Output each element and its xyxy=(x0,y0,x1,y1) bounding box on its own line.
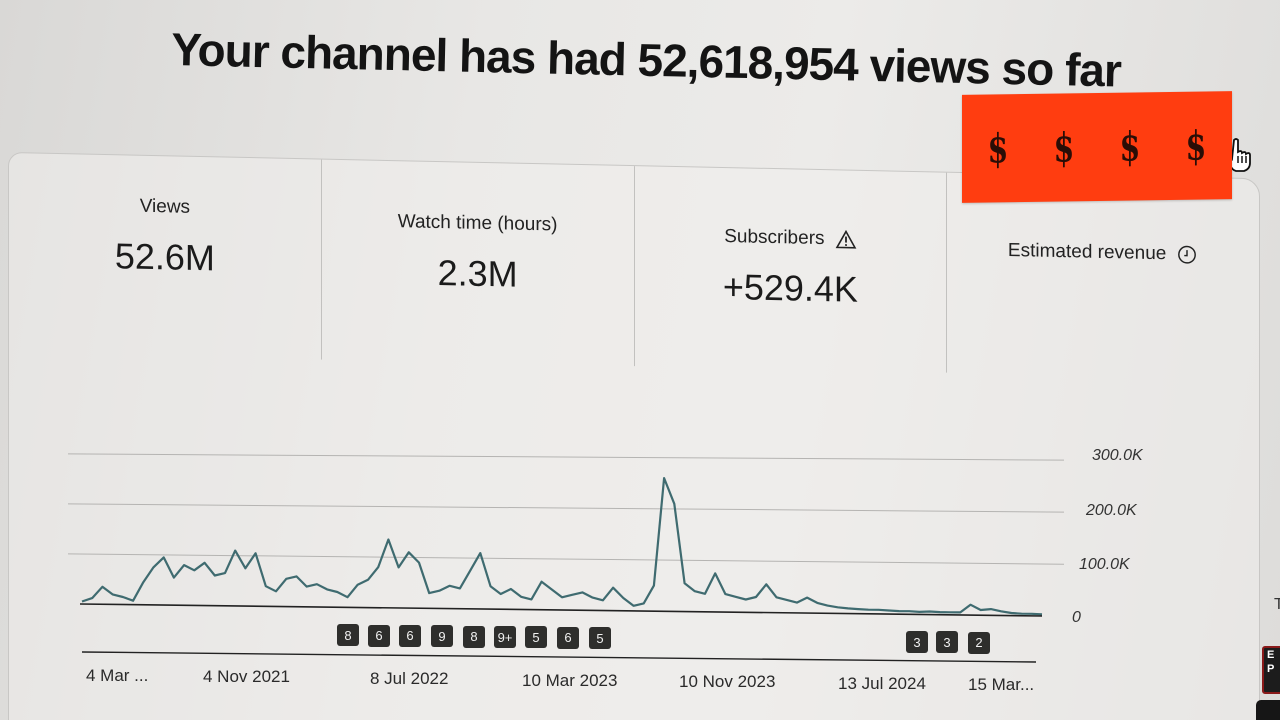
y-tick-label: 300.0K xyxy=(1092,447,1143,464)
x-tick-label: 8 Jul 2022 xyxy=(370,669,449,688)
metric-label: Subscribers xyxy=(724,226,856,251)
x-tick-label: 10 Nov 2023 xyxy=(679,672,776,691)
video-count-badge[interactable]: 2 xyxy=(968,631,990,654)
y-tick-label: 0 xyxy=(1072,609,1081,626)
chart-baseline xyxy=(79,603,1043,617)
x-tick-label: 15 Mar... xyxy=(968,675,1035,694)
clock-icon[interactable] xyxy=(1176,244,1198,264)
video-count-badge[interactable]: 3 xyxy=(906,631,928,654)
metric-tab-estimated-revenue[interactable]: Estimated revenue xyxy=(947,173,1259,380)
x-axis-line xyxy=(81,651,1037,663)
video-count-badge[interactable]: 8 xyxy=(463,625,485,648)
chart-gridlines xyxy=(67,453,1065,565)
warning-icon[interactable] xyxy=(835,229,857,249)
views-series-line xyxy=(81,477,1043,616)
x-tick-label: 4 Mar ... xyxy=(86,666,149,685)
x-tick-label: 13 Jul 2024 xyxy=(838,674,926,693)
video-count-badge[interactable]: 8 xyxy=(337,624,359,647)
video-count-badge[interactable]: 6 xyxy=(557,626,579,649)
x-tick-label: 10 Mar 2023 xyxy=(522,671,618,690)
overview-card: Views 52.6M Watch time (hours) 2.3M Subs… xyxy=(8,152,1260,720)
metric-label: Estimated revenue xyxy=(1008,240,1198,266)
edge-block xyxy=(1256,700,1280,720)
y-tick-label: 200.0K xyxy=(1086,502,1137,519)
video-count-badge[interactable]: 5 xyxy=(589,627,611,650)
video-count-badge[interactable]: 9 xyxy=(431,625,453,648)
x-tick-label: 4 Nov 2021 xyxy=(203,667,290,686)
video-count-badge[interactable]: 3 xyxy=(936,631,958,654)
video-count-badge[interactable]: 9+ xyxy=(494,626,516,649)
edge-text: T xyxy=(1274,596,1280,613)
video-count-badge[interactable]: 5 xyxy=(525,626,547,649)
metric-tab-subscribers[interactable]: Subscribers +529.4K xyxy=(634,166,948,373)
metric-tabs: Views 52.6M Watch time (hours) 2.3M Subs… xyxy=(9,153,1259,379)
video-count-badge[interactable]: 6 xyxy=(399,624,421,647)
y-tick-label: 100.0K xyxy=(1079,556,1130,573)
video-count-badge[interactable]: 6 xyxy=(368,624,390,647)
